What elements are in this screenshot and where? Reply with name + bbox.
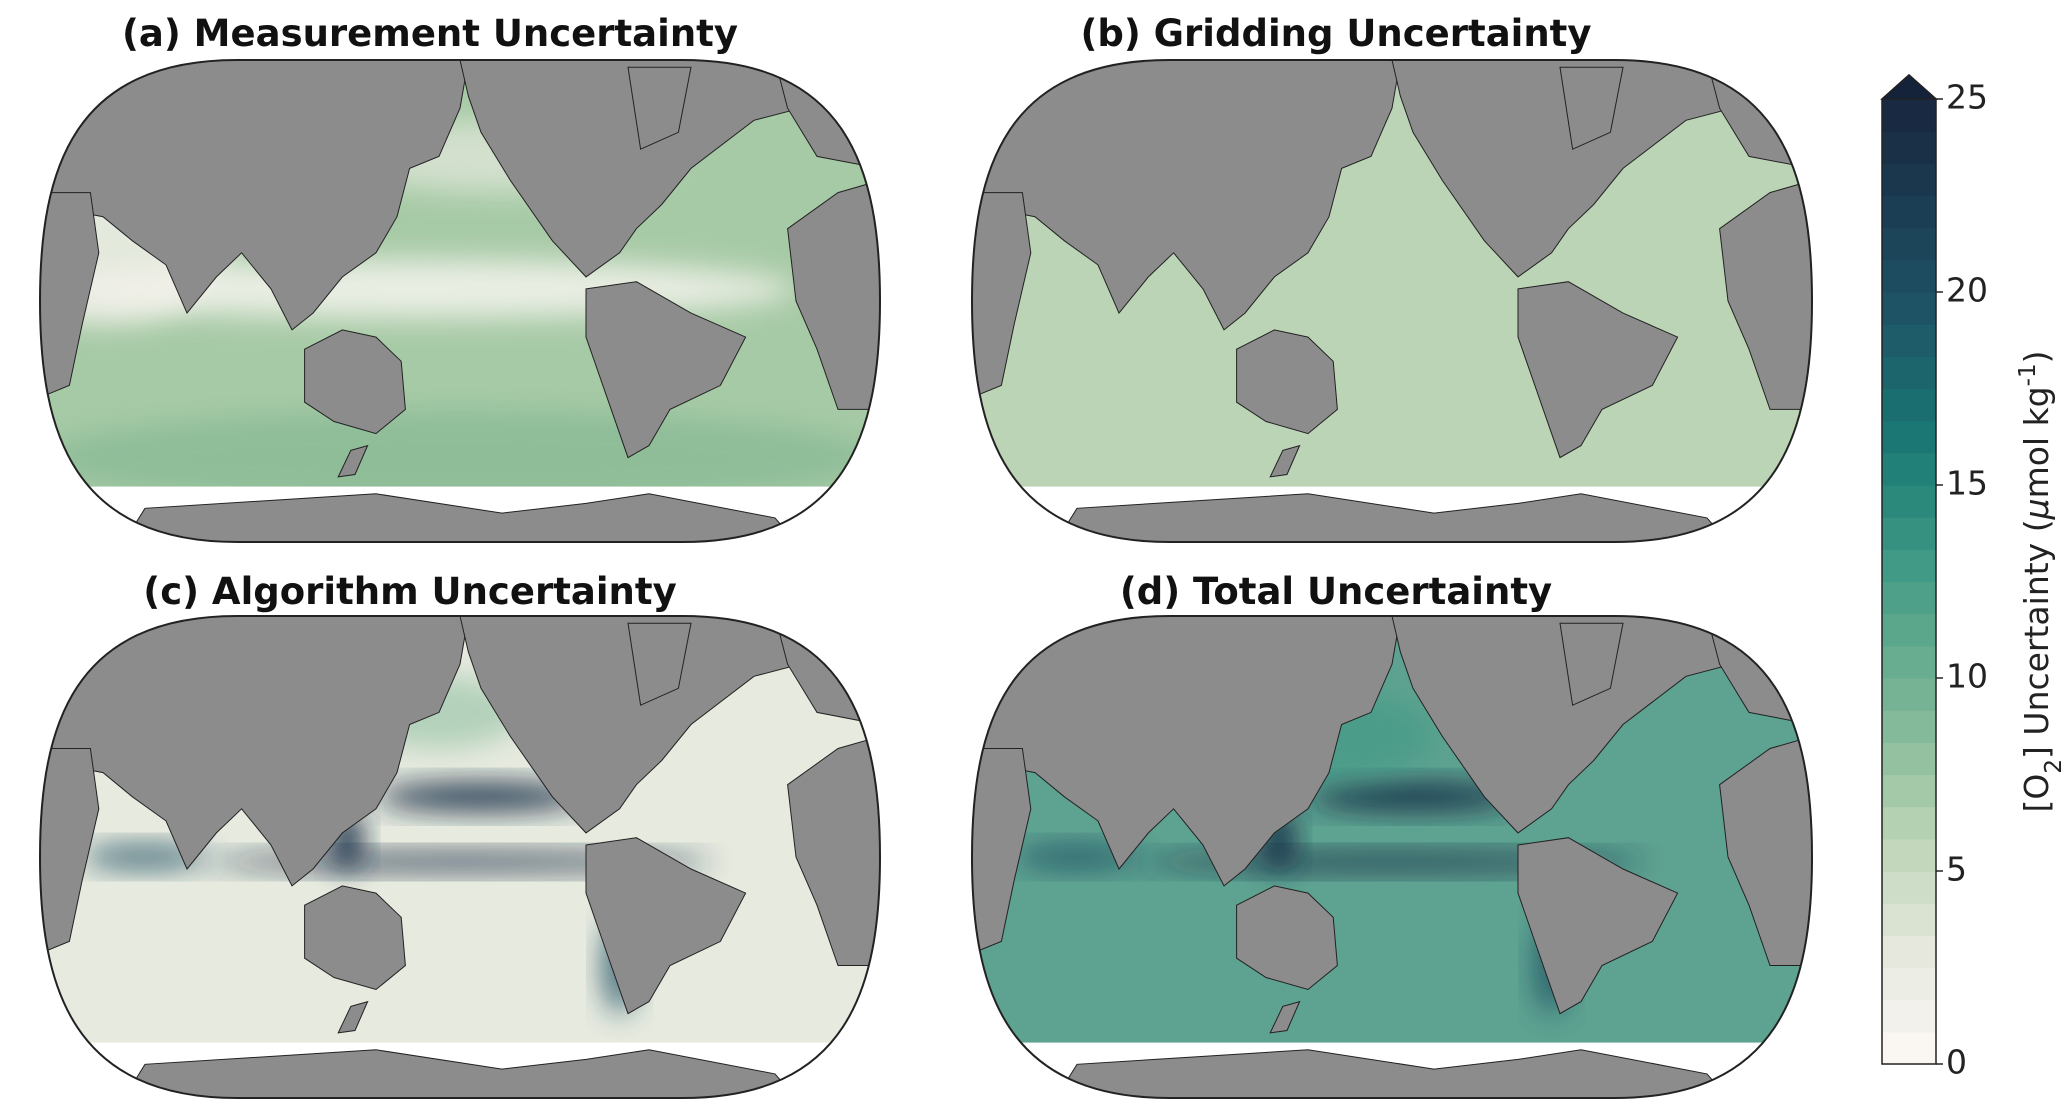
colorbar-label-part: ) bbox=[2017, 351, 2056, 364]
colorbar-step bbox=[1882, 806, 1936, 840]
colorbar-tick-label: 20 bbox=[1946, 271, 1988, 310]
colorbar: 0 5 10 15 20 25 [O2] Uncertainty (μmol kg-1) bbox=[1880, 73, 2067, 1082]
map-outline bbox=[38, 59, 882, 543]
map-outline bbox=[970, 615, 1814, 1099]
land bbox=[585, 281, 747, 459]
colorbar-label-part: mol kg bbox=[2017, 386, 2056, 498]
land bbox=[972, 60, 1401, 331]
colorbar-step bbox=[1882, 324, 1936, 357]
land bbox=[787, 735, 880, 966]
land bbox=[1269, 444, 1301, 478]
colorbar-tick-label: 25 bbox=[1946, 78, 1988, 117]
colorbar-step bbox=[1882, 388, 1936, 422]
panel-title: (b) Gridding Uncertainty bbox=[1081, 12, 1592, 55]
map-outline bbox=[970, 59, 1814, 543]
colorbar-step bbox=[1882, 903, 1936, 936]
colorbar-step bbox=[1882, 871, 1936, 904]
ocean-feature bbox=[1308, 782, 1518, 812]
map-content bbox=[40, 60, 880, 542]
colorbar-label-part: [O bbox=[2017, 774, 2056, 813]
colorbar-step bbox=[1882, 645, 1936, 679]
land bbox=[1517, 837, 1679, 1015]
colorbar-step bbox=[1882, 774, 1936, 808]
land bbox=[40, 616, 469, 887]
colorbar-step bbox=[1882, 710, 1936, 743]
land bbox=[627, 66, 692, 150]
land bbox=[1559, 66, 1624, 150]
land bbox=[40, 60, 469, 331]
colorbar-label-part: -1 bbox=[2015, 363, 2041, 386]
map-outline bbox=[38, 615, 882, 1099]
map-panel: (c) Algorithm Uncertainty bbox=[38, 570, 882, 1099]
colorbar-tick-label: 15 bbox=[1946, 464, 1988, 503]
land bbox=[40, 192, 100, 399]
colorbar-step bbox=[1882, 227, 1936, 261]
colorbar-step bbox=[1882, 935, 1936, 969]
land bbox=[304, 329, 406, 435]
colorbar-step bbox=[1882, 485, 1936, 518]
colorbar-label: [O2] Uncertainty (μmol kg-1) bbox=[2015, 351, 2067, 813]
colorbar-step bbox=[1882, 549, 1936, 583]
colorbar-step bbox=[1882, 999, 1936, 1033]
land bbox=[972, 748, 1032, 955]
land bbox=[972, 192, 1032, 399]
colorbar-step bbox=[1882, 581, 1936, 615]
colorbar-extend bbox=[1880, 73, 1938, 100]
map-panel: (b) Gridding Uncertainty bbox=[970, 12, 1814, 543]
land bbox=[585, 837, 747, 1015]
colorbar-step bbox=[1882, 742, 1936, 776]
colorbar-tick-label: 5 bbox=[1946, 850, 1967, 889]
land bbox=[1236, 885, 1338, 991]
panel-title: (c) Algorithm Uncertainty bbox=[143, 570, 676, 613]
land bbox=[787, 179, 880, 410]
map-content bbox=[40, 616, 880, 1098]
colorbar-step bbox=[1882, 420, 1936, 454]
land bbox=[1517, 281, 1679, 459]
colorbar-label-part: μ bbox=[2017, 498, 2056, 520]
map-content bbox=[972, 616, 1812, 1098]
colorbar-label-part: ] Uncertainty ( bbox=[2017, 519, 2056, 759]
colorbar-step bbox=[1882, 452, 1936, 486]
ocean-feature bbox=[1014, 844, 1140, 870]
colorbar-tick-label: 0 bbox=[1946, 1043, 1967, 1082]
ocean-feature bbox=[376, 782, 586, 812]
land bbox=[1269, 1000, 1301, 1034]
colorbar-step bbox=[1882, 195, 1936, 229]
colorbar-step bbox=[1882, 163, 1936, 197]
colorbar-step bbox=[1882, 678, 1936, 711]
colorbar-step bbox=[1882, 131, 1936, 164]
panel-title: (a) Measurement Uncertainty bbox=[122, 12, 738, 55]
land bbox=[627, 622, 692, 706]
map-content bbox=[972, 60, 1812, 542]
land bbox=[1559, 622, 1624, 706]
map-panel: (a) Measurement Uncertainty bbox=[38, 12, 882, 543]
colorbar-tick-label: 10 bbox=[1946, 657, 1988, 696]
panel-title: (d) Total Uncertainty bbox=[1120, 570, 1552, 613]
colorbar-step bbox=[1882, 838, 1936, 872]
land bbox=[972, 616, 1401, 887]
land bbox=[40, 748, 100, 955]
colorbar-label-part: 2 bbox=[2041, 759, 2067, 774]
land bbox=[1719, 179, 1812, 410]
colorbar-step bbox=[1882, 1031, 1936, 1065]
map-panel: (d) Total Uncertainty bbox=[970, 570, 1814, 1099]
colorbar-step bbox=[1882, 292, 1936, 325]
land bbox=[337, 1000, 369, 1034]
colorbar-step bbox=[1882, 967, 1936, 1001]
colorbar-frame bbox=[1881, 73, 1937, 1065]
colorbar-step bbox=[1882, 356, 1936, 390]
ocean-feature bbox=[82, 844, 208, 870]
land bbox=[304, 885, 406, 991]
colorbar-step bbox=[1882, 613, 1936, 647]
ocean-feature bbox=[40, 409, 880, 506]
land bbox=[1236, 329, 1338, 435]
colorbar-step bbox=[1882, 99, 1936, 132]
land bbox=[337, 444, 369, 478]
land bbox=[1719, 735, 1812, 966]
colorbar-step bbox=[1882, 259, 1936, 293]
colorbar-step bbox=[1882, 517, 1936, 550]
